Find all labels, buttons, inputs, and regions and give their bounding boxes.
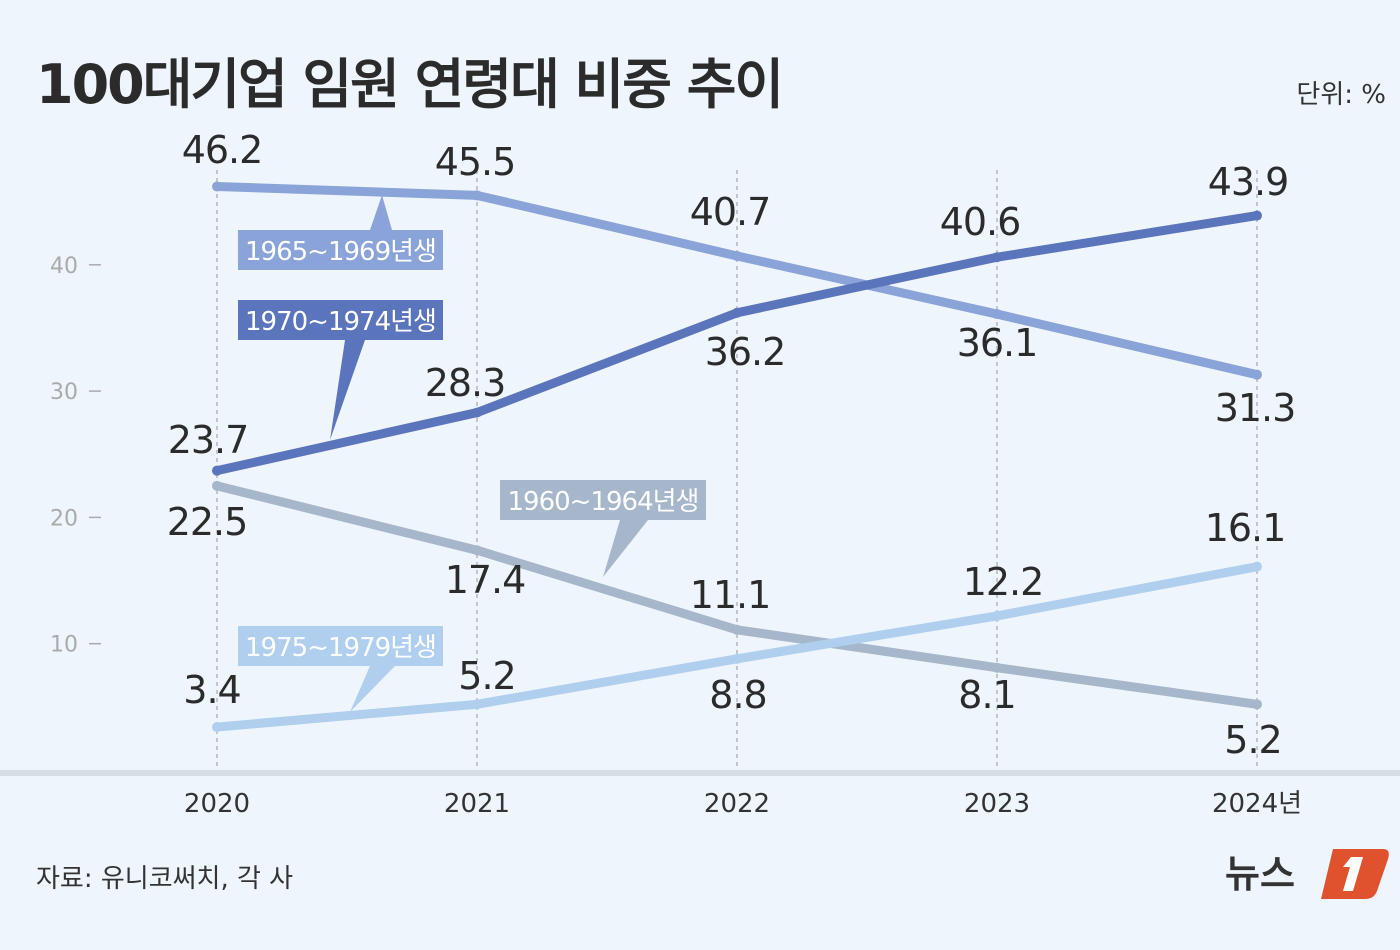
data-label: 45.5 — [435, 140, 516, 184]
legend-box — [238, 300, 443, 340]
unit-label: 단위: % — [1296, 80, 1386, 110]
data-point — [992, 610, 1002, 621]
data-label: 16.1 — [1205, 506, 1286, 550]
data-label: 28.3 — [425, 361, 506, 405]
data-point — [1252, 369, 1262, 380]
y-tick-label: 10 — [50, 633, 78, 658]
data-label: 8.1 — [958, 673, 1015, 717]
data-point — [732, 624, 742, 635]
data-point — [1252, 699, 1262, 710]
legend-pointer — [350, 666, 395, 712]
data-label: 8.8 — [709, 673, 766, 717]
legend-pointer — [370, 195, 392, 230]
data-point — [732, 307, 742, 318]
data-point — [992, 662, 1002, 673]
y-tick-label: 20 — [50, 506, 78, 531]
legend-pointer — [330, 340, 365, 440]
data-point — [212, 722, 222, 733]
baseline — [0, 770, 1400, 776]
legend-box — [500, 480, 706, 520]
chart-title: 100대기업 임원 연령대 비중 추이 — [36, 53, 784, 116]
x-tick-label: 2024년 — [1212, 789, 1302, 819]
data-label: 22.5 — [167, 500, 248, 544]
data-point — [212, 181, 222, 192]
data-label: 23.7 — [168, 418, 249, 462]
data-point — [732, 653, 742, 664]
data-point — [1252, 561, 1262, 572]
data-point — [1252, 210, 1262, 221]
news1-logo: 뉴스 — [1225, 849, 1389, 899]
x-tick-label: 2022 — [704, 789, 770, 819]
svg-text:뉴스: 뉴스 — [1225, 852, 1295, 896]
data-label: 12.2 — [963, 560, 1044, 604]
data-label: 46.2 — [182, 128, 263, 172]
data-label: 43.9 — [1208, 160, 1289, 204]
legend-pointer — [603, 520, 648, 577]
data-point — [472, 407, 482, 418]
x-tick-label: 2020 — [184, 789, 250, 819]
data-point — [472, 545, 482, 556]
data-point — [992, 252, 1002, 263]
data-label: 36.1 — [957, 321, 1038, 365]
y-tick-label: 30 — [50, 380, 78, 405]
data-point — [472, 699, 482, 710]
x-tick-label: 2021 — [444, 789, 510, 819]
legend-label: 1965~1969년생 — [245, 237, 436, 267]
data-point — [472, 190, 482, 201]
data-label: 5.2 — [1224, 718, 1281, 762]
x-tick-label: 2023 — [964, 789, 1030, 819]
legend-label: 1960~1964년생 — [508, 487, 699, 517]
data-point — [992, 309, 1002, 320]
data-label: 3.4 — [183, 668, 240, 712]
data-label: 11.1 — [690, 573, 771, 617]
data-label: 40.6 — [940, 200, 1021, 244]
data-label: 40.7 — [690, 190, 771, 234]
data-point — [212, 465, 222, 476]
source-note: 자료: 유니코써치, 각 사 — [36, 864, 294, 894]
legend-box — [238, 626, 443, 666]
legend-box — [238, 230, 443, 270]
legend-label: 1970~1974년생 — [245, 307, 436, 337]
data-point — [732, 250, 742, 261]
legend-label: 1975~1979년생 — [245, 633, 436, 663]
data-label: 5.2 — [458, 654, 515, 698]
data-point — [212, 480, 222, 491]
data-label: 17.4 — [445, 558, 526, 602]
data-label: 36.2 — [705, 330, 786, 374]
data-label: 31.3 — [1215, 386, 1296, 430]
y-tick-label: 40 — [50, 254, 78, 279]
